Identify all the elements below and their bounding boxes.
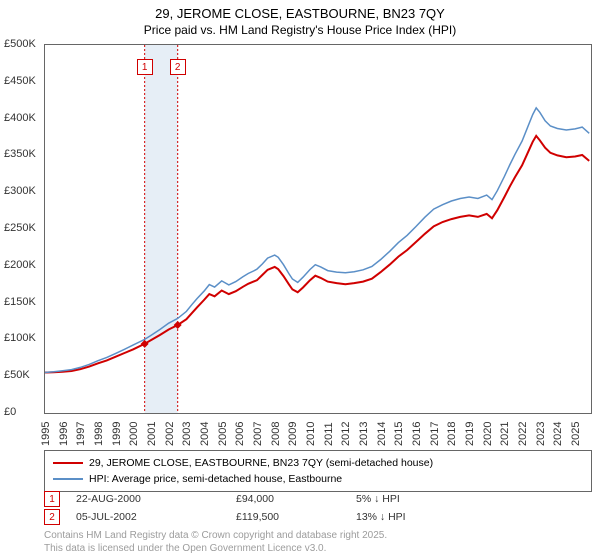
x-tick-label: 2019 [464, 422, 476, 446]
x-tick-label: 2004 [199, 422, 211, 446]
y-tick-label: £50K [0, 369, 44, 381]
x-tick-label: 2007 [252, 422, 264, 446]
attribution-line1: Contains HM Land Registry data © Crown c… [44, 530, 592, 543]
x-tick-label: 2002 [164, 422, 176, 446]
x-tick-label: 1998 [93, 422, 105, 446]
x-tick-label: 2020 [482, 422, 494, 446]
attribution-line2: This data is licensed under the Open Gov… [44, 543, 592, 556]
legend-item: 29, JEROME CLOSE, EASTBOURNE, BN23 7QY (… [53, 455, 583, 471]
legend-swatch [53, 462, 83, 464]
x-tick-label: 2022 [517, 422, 529, 446]
series-hpi [45, 108, 589, 373]
legend-swatch [53, 478, 83, 480]
y-tick-label: £200K [0, 259, 44, 271]
x-tick-label: 2010 [305, 422, 317, 446]
attribution: Contains HM Land Registry data © Crown c… [44, 530, 592, 555]
highlight-band [145, 45, 178, 413]
sale-price: £119,500 [236, 511, 356, 523]
y-tick-label: £150K [0, 296, 44, 308]
title-block: 29, JEROME CLOSE, EASTBOURNE, BN23 7QY P… [0, 0, 600, 37]
sale-row: 2 05-JUL-2002£119,50013% ↓ HPI [44, 508, 592, 526]
sale-badge: 2 [44, 509, 60, 525]
sale-date: 22-AUG-2000 [76, 493, 236, 505]
legend-label: HPI: Average price, semi-detached house,… [89, 473, 342, 485]
y-tick-label: £100K [0, 332, 44, 344]
series-property [45, 136, 589, 373]
x-tick-label: 1999 [111, 422, 123, 446]
x-tick-label: 2012 [340, 422, 352, 446]
x-tick-label: 2013 [358, 422, 370, 446]
x-tick-label: 1997 [75, 422, 87, 446]
legend: 29, JEROME CLOSE, EASTBOURNE, BN23 7QY (… [44, 450, 592, 492]
x-tick-label: 2018 [446, 422, 458, 446]
x-tick-label: 2008 [270, 422, 282, 446]
sales-table: 1 22-AUG-2000£94,0005% ↓ HPI 2 05-JUL-2002£… [44, 490, 592, 526]
y-tick-label: £300K [0, 185, 44, 197]
x-tick-label: 2006 [234, 422, 246, 446]
y-tick-label: £350K [0, 148, 44, 160]
legend-label: 29, JEROME CLOSE, EASTBOURNE, BN23 7QY (… [89, 457, 433, 469]
x-tick-label: 2001 [146, 422, 158, 446]
sale-date: 05-JUL-2002 [76, 511, 236, 523]
x-tick-label: 2003 [181, 422, 193, 446]
sale-delta: 5% ↓ HPI [356, 493, 476, 505]
chart-title-address: 29, JEROME CLOSE, EASTBOURNE, BN23 7QY [0, 6, 600, 21]
y-tick-label: £0 [0, 406, 44, 418]
x-tick-label: 2024 [552, 422, 564, 446]
sale-price: £94,000 [236, 493, 356, 505]
y-tick-label: £500K [0, 38, 44, 50]
x-tick-label: 1995 [40, 422, 52, 446]
x-tick-label: 2015 [393, 422, 405, 446]
plot-svg [45, 45, 591, 413]
x-tick-label: 2011 [323, 422, 335, 446]
y-tick-label: £400K [0, 112, 44, 124]
x-tick-label: 2023 [535, 422, 547, 446]
x-tick-label: 2014 [376, 422, 388, 446]
x-tick-label: 2009 [287, 422, 299, 446]
sale-delta: 13% ↓ HPI [356, 511, 476, 523]
chart-sale-badge: 1 [137, 59, 153, 75]
chart-subtitle: Price paid vs. HM Land Registry's House … [0, 23, 600, 37]
x-tick-label: 1996 [58, 422, 70, 446]
x-tick-label: 2000 [128, 422, 140, 446]
chart-container: 29, JEROME CLOSE, EASTBOURNE, BN23 7QY P… [0, 0, 600, 560]
x-tick-label: 2005 [217, 422, 229, 446]
y-tick-label: £250K [0, 222, 44, 234]
chart-sale-badge: 2 [170, 59, 186, 75]
x-tick-label: 2025 [570, 422, 582, 446]
sale-row: 1 22-AUG-2000£94,0005% ↓ HPI [44, 490, 592, 508]
x-tick-label: 2021 [499, 422, 511, 446]
x-tick-label: 2017 [429, 422, 441, 446]
plot-area: 12 [44, 44, 592, 414]
x-tick-label: 2016 [411, 422, 423, 446]
legend-item: HPI: Average price, semi-detached house,… [53, 471, 583, 487]
sale-badge: 1 [44, 491, 60, 507]
y-tick-label: £450K [0, 75, 44, 87]
